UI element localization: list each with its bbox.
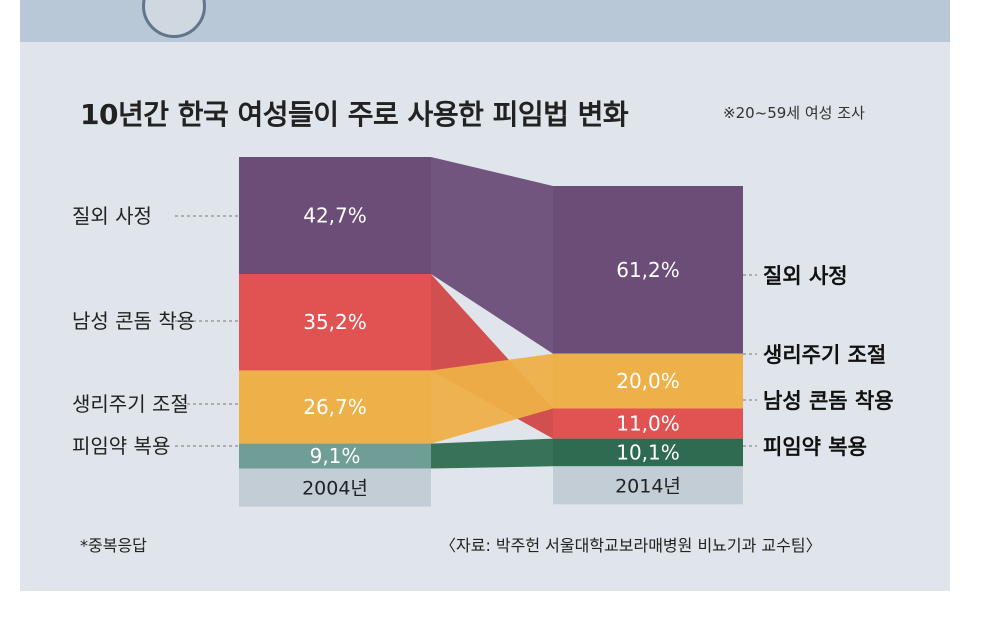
flow-생리주기-조절 bbox=[431, 353, 553, 444]
value-label-2014-질외-사정: 61,2% bbox=[616, 258, 680, 282]
year-box-2004 bbox=[239, 468, 431, 507]
right-label-피임약-복용: 피임약 복용 bbox=[763, 435, 867, 459]
bar-2004-남성-콘돔-착용 bbox=[239, 273, 431, 371]
chart-title: 10년간 한국 여성들이 주로 사용한 피임법 변화 bbox=[80, 98, 629, 131]
year-box-2014 bbox=[553, 466, 743, 505]
left-label-생리주기-조절: 생리주기 조절 bbox=[72, 392, 189, 416]
left-label-질외-사정: 질외 사정 bbox=[72, 204, 152, 228]
bar-2014-생리주기-조절 bbox=[553, 353, 743, 409]
right-label-질외-사정: 질외 사정 bbox=[763, 264, 848, 288]
value-label-2004-피임약-복용: 9,1% bbox=[310, 444, 361, 468]
value-label-2004-남성-콘돔-착용: 35,2% bbox=[303, 310, 367, 334]
left-label-남성-콘돔-착용: 남성 콘돔 착용 bbox=[72, 309, 195, 333]
chart-panel bbox=[20, 42, 950, 591]
source-note: 〈자료: 박주헌 서울대학교보라매병원 비뇨기과 교수팀〉 bbox=[440, 536, 822, 555]
right-label-생리주기-조절: 생리주기 조절 bbox=[763, 343, 886, 367]
year-label-2014: 2014년 bbox=[615, 475, 681, 497]
right-label-남성-콘돔-착용: 남성 콘돔 착용 bbox=[763, 389, 894, 413]
value-label-2014-생리주기-조절: 20,0% bbox=[616, 369, 680, 393]
value-label-2014-남성-콘돔-착용: 11,0% bbox=[616, 412, 680, 436]
bar-2014-남성-콘돔-착용 bbox=[553, 408, 743, 439]
left-label-피임약-복용: 피임약 복용 bbox=[72, 434, 170, 458]
flow-피임약-복용 bbox=[431, 438, 553, 469]
chart-subtitle: ※20~59세 여성 조사 bbox=[723, 104, 865, 122]
bar-2004-생리주기-조절 bbox=[239, 370, 431, 444]
flow-질외-사정 bbox=[431, 157, 553, 354]
value-label-2014-피임약-복용: 10,1% bbox=[616, 440, 680, 464]
year-label-2004: 2004년 bbox=[302, 478, 368, 500]
value-label-2004-생리주기-조절: 26,7% bbox=[303, 395, 367, 419]
bar-2014-질외-사정 bbox=[553, 186, 743, 354]
value-label-2004-질외-사정: 42,7% bbox=[303, 203, 367, 227]
bar-2004-질외-사정 bbox=[239, 157, 431, 274]
bar-2004-피임약-복용 bbox=[239, 443, 431, 469]
footnote: *중복응답 bbox=[80, 536, 147, 555]
bar-2014-피임약-복용 bbox=[553, 438, 743, 467]
header-band bbox=[20, 0, 950, 42]
